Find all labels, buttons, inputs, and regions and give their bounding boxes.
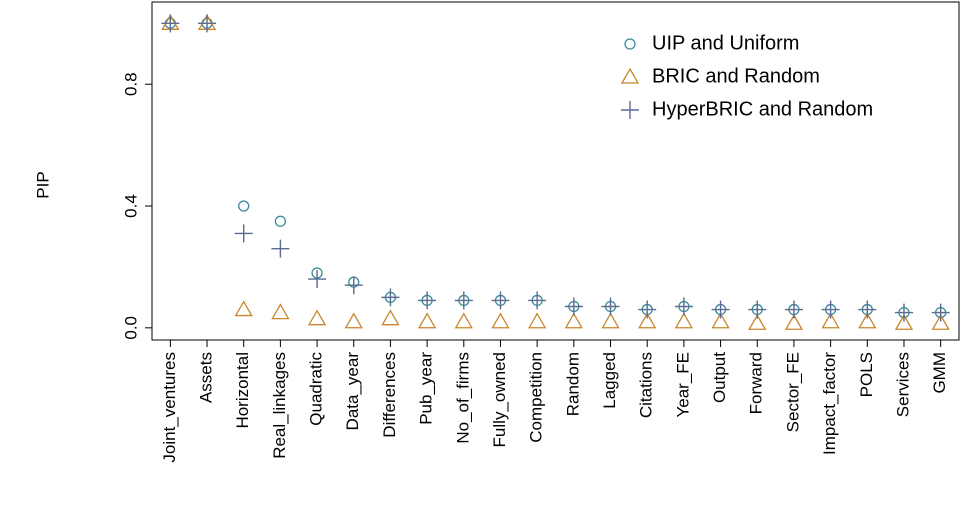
point [894,313,914,330]
y-tick-label: 0.8 [121,72,140,96]
x-tick-label: Lagged [600,352,619,409]
point [454,312,473,329]
point [858,300,877,319]
x-tick-label: Pub_year [417,352,436,425]
point [234,300,253,317]
point [491,312,510,329]
x-tick-label: Impact_factor [820,352,839,455]
point [491,291,510,310]
x-tick-label: Joint_ventures [160,352,179,463]
point [601,312,620,329]
legend-marker [624,38,636,50]
x-tick-label: Data_year [343,352,362,431]
point [931,313,950,330]
point [931,303,950,322]
point [711,300,730,319]
point [638,300,657,319]
legend-label: BRIC and Random [652,65,820,87]
x-tick-label: GMM [930,352,949,394]
point [381,288,400,307]
legend-label: HyperBRIC and Random [652,98,873,120]
point [454,291,473,310]
x-tick-label: Fully_owned [490,352,509,447]
x-tick-label: Assets [197,352,216,403]
point [711,312,730,329]
y-axis-label: PIP [33,171,52,198]
x-tick-label: Citations [637,352,656,418]
point [271,303,290,320]
x-tick-label: POLS [857,352,876,397]
plot-frame [151,1,960,341]
x-tick-label: Competition [527,352,546,443]
legend-marker [621,101,639,119]
x-tick-label: Services [893,352,912,417]
point [234,224,253,243]
x-tick-label: Real_linkages [270,352,289,459]
point [344,276,363,295]
point [894,303,913,322]
point [601,297,620,316]
x-tick-label: Random [563,352,582,416]
point [417,312,437,329]
point [271,239,290,258]
y-tick-label: 0.0 [121,316,140,340]
legend-label: UIP and Uniform [652,32,799,54]
point [161,14,180,33]
point [418,291,437,310]
point [748,313,767,330]
point [858,312,877,329]
x-tick-label: Differences [380,352,399,438]
x-tick-label: Sector_FE [783,352,802,432]
point [748,300,767,319]
point [674,312,694,329]
point [784,313,804,330]
point [344,312,363,329]
point [238,200,250,212]
point [821,300,840,319]
point [784,300,803,319]
point [638,312,657,329]
point [528,312,547,329]
legend-marker [620,67,640,84]
point [307,309,327,326]
x-tick-label: Horizontal [233,352,252,429]
legend: UIP and Uniform BRIC and Random HyperBRIC … [620,32,873,120]
x-tick-label: Year_FE [673,352,692,418]
point [274,215,287,227]
x-tick-label: Forward [747,352,766,414]
x-tick-label: Output [710,352,729,403]
point [528,291,547,310]
x-tick-label: Quadratic [307,352,326,426]
point [198,14,217,33]
point [564,297,583,316]
x-tick-label: No_of_firms [453,352,472,444]
point [308,270,327,289]
point [674,297,693,316]
y-tick-label: 0.4 [121,194,140,218]
point [821,312,840,329]
point [564,312,583,329]
point [381,309,400,326]
